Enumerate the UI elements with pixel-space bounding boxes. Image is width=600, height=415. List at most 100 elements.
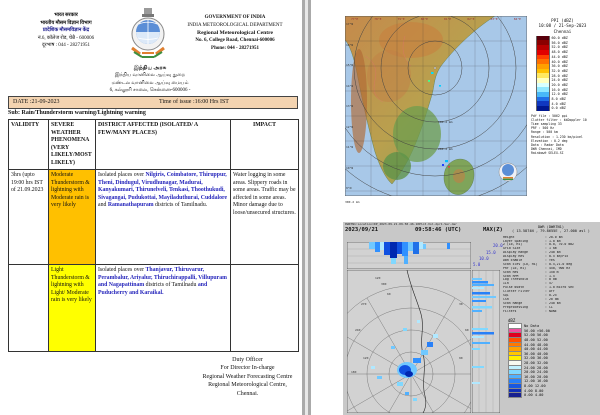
param-colon: :: [545, 289, 547, 294]
ppi-legend-swatch: [536, 63, 550, 69]
lat-label: 16°N: [346, 42, 354, 47]
ppi-legend-row: 20.0 dBZ: [536, 82, 598, 88]
ppi-legend-row: 40.0 dBZ: [536, 59, 598, 64]
ppi-legend-swatch: [536, 68, 550, 74]
header-hindi-line: नं.6, कॉलेज रोड, चेन्नै - 600006: [37, 35, 95, 41]
maxz-legend-label: 4.00 8.00: [524, 388, 544, 393]
maxz-param-row: PRF (Lo, Hi) : 450, 900 Hz: [503, 266, 599, 271]
param-colon: :: [545, 246, 547, 251]
header-tamil-block: இந்திய அரசு இந்திய வானிலை ஆய்வு துறை மண்டல…: [60, 64, 240, 95]
param-colon: :: [545, 308, 547, 313]
param-key: Display Res: [503, 255, 525, 259]
param-key: Scan Elev (Lo, Hi): [503, 262, 538, 266]
row2-impact: [231, 265, 299, 353]
ppi-legend-row: 24.0 dBZ: [536, 77, 598, 83]
maxz-legend-row: 0.00 4.00: [508, 392, 570, 399]
ppi-legend-swatch: [536, 92, 550, 97]
param-colon: :: [545, 285, 547, 290]
ppi-legend-label: 36.0 dBZ: [551, 64, 568, 69]
ppi-legend-label: 4.0 dBZ: [551, 101, 566, 106]
height-label: 10.0: [479, 256, 489, 261]
maxz-legend-label: 52.00 56.00: [524, 333, 548, 338]
radar-maxz-image: DWRTN1:Location=DP_2023.09.21.09.58.46.1…: [343, 222, 600, 415]
ppi-legend-row: 52.0 dBZ: [536, 45, 598, 50]
param-colon: :: [545, 242, 547, 247]
signature-line: Chennai.: [236, 390, 259, 397]
maxz-legend-label: 16.00 20.00: [524, 374, 548, 379]
maxz-param-row: Scan Elev (Lo, Hi) : 0.5,21.0 deg: [503, 262, 599, 267]
bulletin-document: भारत सरकार भारतीय मौसम विज्ञान विभाग प्राद…: [8, 8, 299, 397]
param-key: Clutter Filter: [503, 290, 530, 294]
lon-label: 77°E: [351, 17, 359, 21]
maxz-param-row: SQI : 0.25: [503, 293, 599, 298]
ppi-legend-label: 20.0 dBZ: [551, 82, 568, 87]
header-english-block: GOVERNMENT OF INDIA INDIA METEOROLOGICAL …: [172, 14, 298, 52]
maxz-legend-label: 48.00 52.00: [524, 338, 548, 343]
header-hindi-line: भारतीय मौसम विज्ञान विभाग: [40, 20, 92, 26]
district-text-segment: and Puducherry and Karaikal.: [98, 282, 208, 296]
ppi-legend-label: 24.0 dBZ: [551, 78, 568, 83]
ppi-legend-row: 44.0 dBZ: [536, 54, 598, 60]
ppi-legend-swatch: [536, 73, 550, 78]
lat-label: 13°N: [346, 104, 354, 108]
param-colon: :: [545, 300, 547, 305]
ppi-metadata-line: Resolution : 1.230 km/pixel: [531, 134, 583, 139]
ppi-legend-row: 8.0 dBZ: [536, 96, 598, 102]
ppi-legend-row: 56.0 dBZ: [536, 40, 598, 46]
row1-validity: 3hrs (upto 19:00 hrs IST of 21.09.2023: [9, 170, 49, 266]
row1-districts: Isolated places over Nilgiris, Coimbator…: [96, 170, 231, 266]
maxz-legend-label: 28.00 32.00: [524, 361, 548, 366]
warning-table: VALIDITY SEVERE WEATHER PHENOMENA (VERY …: [8, 119, 299, 353]
param-key: Layer Spacing: [503, 239, 528, 243]
issue-date: DATE :21-09-2023: [13, 99, 60, 105]
maxz-param-row: Grid Size : 1 km: [503, 246, 599, 251]
height-label: 15.0: [486, 250, 496, 255]
ppi-legend-swatch: [536, 59, 550, 64]
param-value: 20.0 km: [549, 235, 563, 239]
radar-site-marker: [433, 66, 437, 70]
param-key: Display Range: [503, 251, 528, 255]
lon-label: 83°E: [490, 17, 498, 21]
ppi-legend-swatch: [536, 40, 550, 46]
lat-label: 14°N: [346, 83, 354, 88]
issue-time: Time of issue :16:00 Hrs IST: [159, 99, 229, 105]
signature-line: For Director In-charge: [220, 365, 275, 372]
ppi-legend-label: 28.0 dBZ: [551, 73, 568, 78]
maxz-param-row: Layer Spacing : 1.0 km: [503, 239, 599, 244]
header-english-line: INDIA METEOROLOGICAL DEPARTMENT: [187, 22, 283, 28]
ppi-longitude-labels: 77°E 78°E 79°E 80°E 81°E 82°E 83°E 84°E: [345, 17, 527, 21]
ppi-legend-row: 0.0 dBZ: [536, 106, 598, 111]
district-text-segment: and: [98, 202, 108, 209]
range-ring-label: 300.2 km: [345, 200, 360, 204]
maxz-param-row: IIR : 57: [503, 281, 599, 286]
header-english-line: Phone: 044 - 28271951: [211, 45, 259, 51]
imd-logo: [126, 8, 170, 62]
district-text-segment: Nilgiris, Coimbatore, Thiruppur, Theni, …: [98, 172, 228, 201]
param-value: 0.0, 70.0 dBZ: [549, 243, 574, 247]
range-ring-label: 100.2 km: [438, 120, 453, 124]
ppi-timestamp: 10:08 / 21-Sep-2023: [538, 23, 587, 29]
col-header-district: DISTRICT AFFECTED (ISOLATED/ A FEW/MANY …: [96, 120, 231, 171]
maxz-right-cross-section: [471, 269, 501, 415]
ppi-legend-label: 60.0 dBZ: [551, 36, 568, 41]
param-value: 450, 900 Hz: [549, 266, 571, 270]
maxz-legend-title: dBZ: [508, 318, 516, 323]
param-value: 57: [549, 282, 553, 286]
lat-label: 10°N: [346, 165, 354, 170]
maxz-top-cross-section: [346, 241, 472, 273]
maxz-legend-label: 12.00 16.00: [524, 379, 548, 384]
ppi-metadata-line: Range : 500 km: [531, 130, 558, 135]
param-key: CSR: [503, 297, 509, 301]
param-value: 20 dB: [549, 297, 559, 301]
ppi-legend-swatch: [536, 35, 550, 41]
maxz-plan-view: 306090120240270300330 60120180240: [343, 269, 500, 415]
maxz-legend-label: 40.00 44.00: [524, 347, 548, 352]
ppi-legend-row: 28.0 dBZ: [536, 73, 598, 78]
district-text-segment: Isolated places over: [98, 172, 146, 179]
district-text-segment: districts of Tamilnadu: [144, 282, 198, 289]
col-header-weather: SEVERE WEATHER PHENOMENA (VERY LIKELY/MO…: [49, 120, 96, 171]
header-hindi-line: दूरभाष : 044 - 28271951: [42, 43, 90, 48]
lon-label: 82°E: [467, 17, 475, 21]
param-colon: :: [545, 254, 547, 259]
lon-label: 78°E: [374, 17, 382, 21]
